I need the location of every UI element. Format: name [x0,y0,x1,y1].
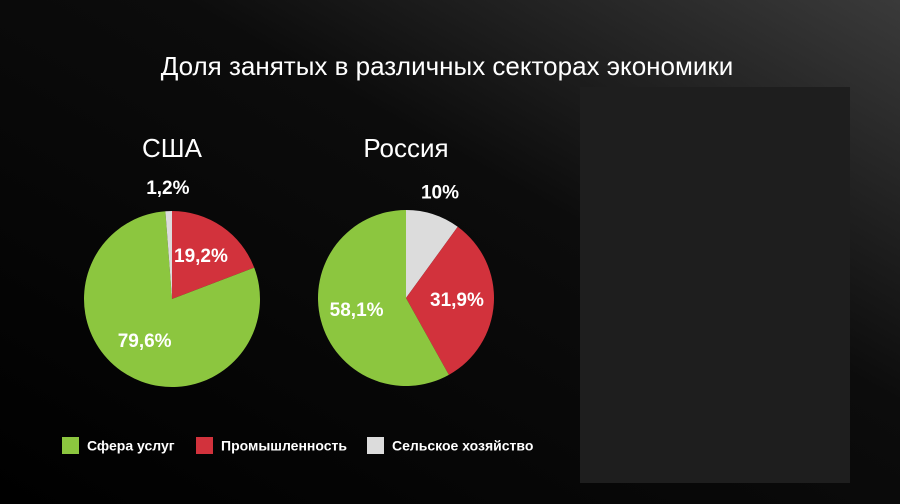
legend-swatch [367,437,384,454]
value-label: 31,9% [430,290,484,311]
legend-label: Промышленность [221,438,347,454]
pie-slice [172,211,255,299]
value-label: 19,2% [174,246,228,267]
legend-label: Сельское хозяйство [392,438,533,454]
page-title: Доля занятых в различных секторах эконом… [161,51,734,81]
pie-slice [318,210,449,387]
value-label: 58,1% [330,300,384,321]
pie-slice [84,211,260,388]
pie-slice [406,210,458,298]
value-label: 10% [421,182,459,203]
pie-slice [406,226,495,375]
pie-slice [165,211,172,299]
legend-swatch [62,437,79,454]
legend-label: Сфера услуг [87,438,175,454]
pie-title: Россия [363,133,448,163]
legend-swatch [196,437,213,454]
value-label: 1,2% [146,178,189,199]
panel [580,87,850,483]
value-label: 79,6% [118,331,172,352]
pie-title: США [142,133,203,163]
